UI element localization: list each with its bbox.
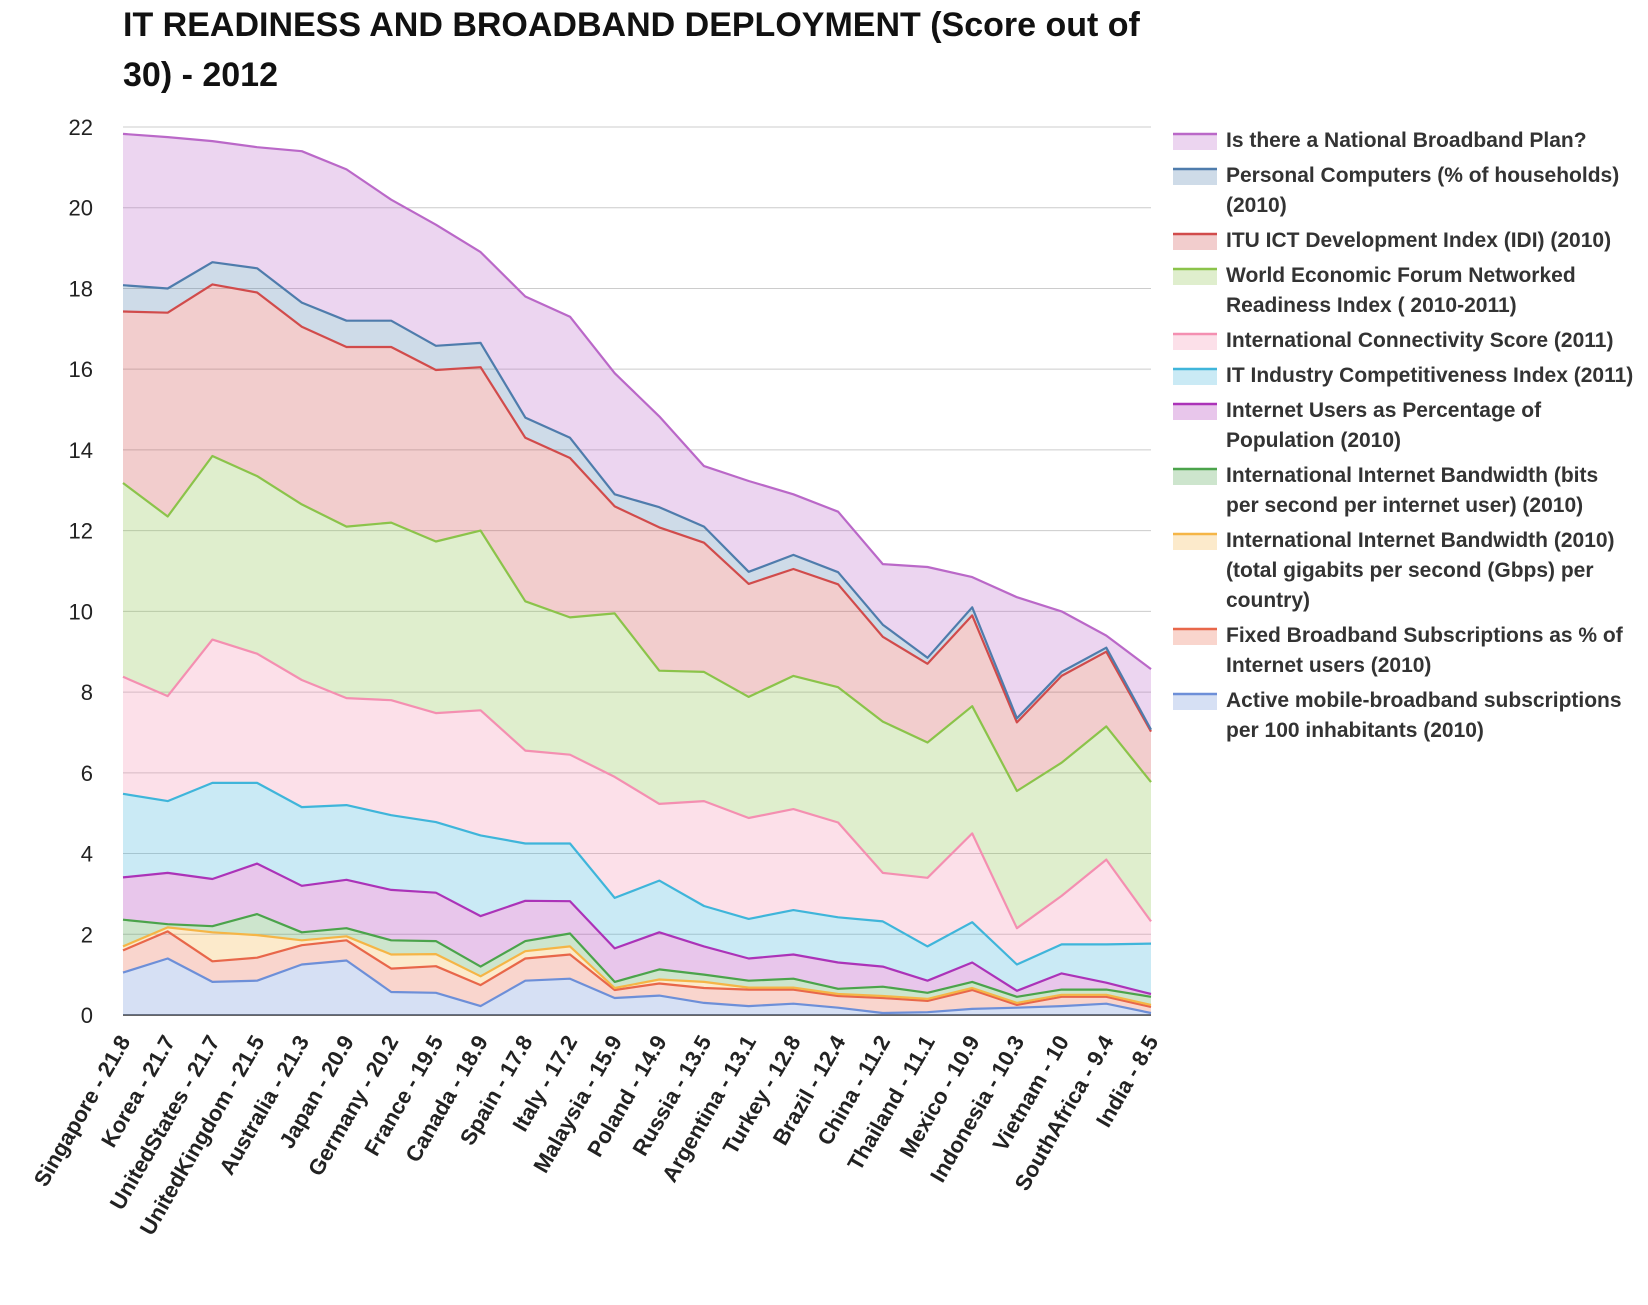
area-world-economic-forum-networked-readiness-index-2010-2011: [123, 456, 1151, 929]
legend-label: Internet Users as Percentage of Populatio…: [1226, 399, 1542, 452]
legend-item-world-economic-forum-networked-readiness-index-2010-2011: World Economic Forum Networked Readiness …: [1173, 264, 1576, 317]
y-tick-label: 6: [81, 761, 93, 786]
series-line-international-connectivity-score-2011: [122, 638, 1152, 930]
y-tick-label: 12: [69, 519, 93, 544]
y-tick-label: 22: [69, 115, 93, 140]
y-tick-label: 10: [69, 599, 93, 624]
area-itu-ict-development-index-idi-2010: [123, 284, 1151, 791]
y-tick-label: 4: [81, 842, 93, 867]
legend-item-international-internet-bandwidth-bits-per-second-per-internet-user-2010: International Internet Bandwidth (bits pe…: [1173, 464, 1598, 517]
y-axis: 0 2 4 6 8 10 12 14 16 18 20 22: [69, 115, 93, 1028]
legend-swatch: [1173, 629, 1217, 645]
area-is-there-a-national-broadband-plan: [123, 133, 1151, 730]
legend-swatch: [1173, 469, 1217, 485]
y-tick-label: 16: [69, 357, 93, 382]
legend-label: International Connectivity Score (2011): [1226, 329, 1613, 352]
legend-label: ITU ICT Development Index (IDI) (2010): [1226, 229, 1611, 252]
area-international-connectivity-score-2011: [123, 639, 1151, 965]
legend-label: International Internet Bandwidth (2010)(…: [1226, 529, 1615, 612]
series-line-international-internet-bandwidth-2010-total-gigabits-per-second-gbps-per-country: [122, 926, 1152, 1006]
legend-swatch: [1173, 234, 1217, 250]
series-line-fixed-broadband-subscriptions-as-of-internet-users-2010: [122, 930, 1152, 1008]
legend-item-it-industry-competitiveness-index-2011: IT Industry Competitiveness Index (2011): [1173, 364, 1633, 387]
series-line-itu-ict-development-index-idi-2010: [122, 283, 1152, 733]
y-tick-label: 0: [81, 1003, 93, 1028]
legend-item-personal-computers-of-households-2010: Personal Computers (% of households) (201…: [1173, 164, 1619, 217]
legend-swatch: [1173, 269, 1217, 285]
series-line-active-mobile-broadband-subscriptions-per-100-inhabitants-2010: [122, 957, 1152, 1015]
legend-label: Active mobile-broadband subscriptions per…: [1226, 689, 1622, 742]
legend-swatch: [1173, 134, 1217, 150]
legend-item-fixed-broadband-subscriptions-as-of-internet-users-2010: Fixed Broadband Subscriptions as % of Int…: [1173, 624, 1624, 677]
legend-label: Personal Computers (% of households) (201…: [1226, 164, 1619, 217]
legend-swatch: [1173, 369, 1217, 385]
area-active-mobile-broadband-subscriptions-per-100-inhabitants-2010: [123, 958, 1151, 1015]
area-layer: [123, 133, 1151, 1015]
legend-swatch: [1173, 404, 1217, 420]
y-tick-label: 14: [69, 438, 93, 463]
series-line-is-there-a-national-broadband-plan: [122, 132, 1152, 670]
y-tick-label: 18: [69, 276, 93, 301]
legend-item-active-mobile-broadband-subscriptions-per-100-inhabitants-2010: Active mobile-broadband subscriptions per…: [1173, 689, 1622, 742]
series-line-world-economic-forum-networked-readiness-index-2010-2011: [122, 454, 1152, 793]
legend-label: Is there a National Broadband Plan?: [1226, 129, 1587, 152]
legend-item-international-internet-bandwidth-2010-total-gigabits-per-second-gbps-per-country: International Internet Bandwidth (2010)(…: [1173, 529, 1615, 612]
legend-swatch: [1173, 534, 1217, 550]
legend-item-internet-users-as-percentage-of-population-2010: Internet Users as Percentage of Populatio…: [1173, 399, 1542, 452]
series-line-internet-users-as-percentage-of-population-2010: [122, 862, 1152, 996]
area-it-industry-competitiveness-index-2011: [123, 782, 1151, 994]
series-line-personal-computers-of-households-2010: [122, 261, 1152, 731]
series-line-international-internet-bandwidth-bits-per-second-per-internet-user-2010: [122, 913, 1152, 998]
legend-swatch: [1173, 334, 1217, 350]
legend-item-itu-ict-development-index-idi-2010: ITU ICT Development Index (IDI) (2010): [1173, 229, 1611, 252]
legend-item-is-there-a-national-broadband-plan: Is there a National Broadband Plan?: [1173, 129, 1587, 152]
chart-title: IT READINESS AND BROADBAND DEPLOYMENT (S…: [123, 6, 1140, 94]
legend-label: International Internet Bandwidth (bits pe…: [1226, 464, 1598, 517]
grid-layer: [123, 126, 1151, 1016]
legend-label: World Economic Forum Networked Readiness …: [1226, 264, 1576, 317]
legend-label: IT Industry Competitiveness Index (2011): [1226, 364, 1633, 387]
y-tick-label: 8: [81, 680, 93, 705]
y-tick-label: 20: [69, 196, 93, 221]
line-layer: [122, 132, 1152, 1015]
legend-item-international-connectivity-score-2011: International Connectivity Score (2011): [1173, 329, 1613, 352]
legend: Is there a National Broadband Plan? Perso…: [1173, 129, 1633, 742]
legend-swatch: [1173, 169, 1217, 185]
legend-label: Fixed Broadband Subscriptions as % of Int…: [1226, 624, 1624, 677]
y-tick-label: 2: [81, 922, 93, 947]
series-line-it-industry-competitiveness-index-2011: [122, 781, 1152, 966]
area-internet-users-as-percentage-of-population-2010: [123, 863, 1151, 997]
legend-swatch: [1173, 694, 1217, 710]
